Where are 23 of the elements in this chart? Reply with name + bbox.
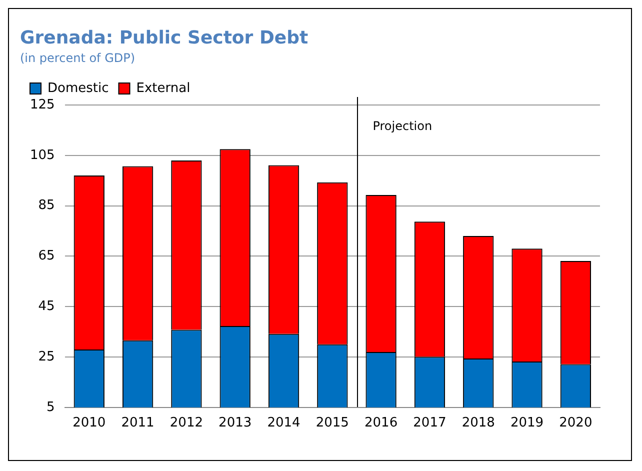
x-tick-label: 2018 (462, 416, 495, 431)
x-tick-label: 2010 (72, 416, 106, 431)
x-tick-label: 2020 (559, 416, 592, 431)
x-tick-label: 2016 (364, 416, 398, 431)
y-tick-label: 85 (38, 198, 55, 214)
x-tick-label: 2019 (510, 416, 544, 431)
y-tick-label: 125 (30, 97, 55, 112)
y-tick-label: 45 (38, 298, 55, 314)
legend-label: Domestic (48, 80, 109, 96)
x-tick-label: 2013 (218, 416, 252, 431)
x-tick-label: 2017 (413, 416, 446, 431)
y-tick-label: 105 (30, 148, 55, 163)
y-tick-label: 25 (38, 349, 55, 364)
legend-label: External (136, 80, 190, 96)
x-tick-label: 2014 (267, 416, 300, 431)
y-tick-label: 65 (38, 248, 55, 264)
x-tick-label: 2011 (121, 416, 154, 431)
annotation: Projection (372, 119, 432, 134)
x-tick-label: 2015 (316, 416, 349, 431)
chart-subtitle: (in percent of GDP) (20, 50, 136, 65)
chart-title: Grenada: Public Sector Debt (20, 27, 308, 48)
x-tick-label: 2012 (170, 416, 203, 431)
y-tick-label: 5 (46, 400, 55, 415)
